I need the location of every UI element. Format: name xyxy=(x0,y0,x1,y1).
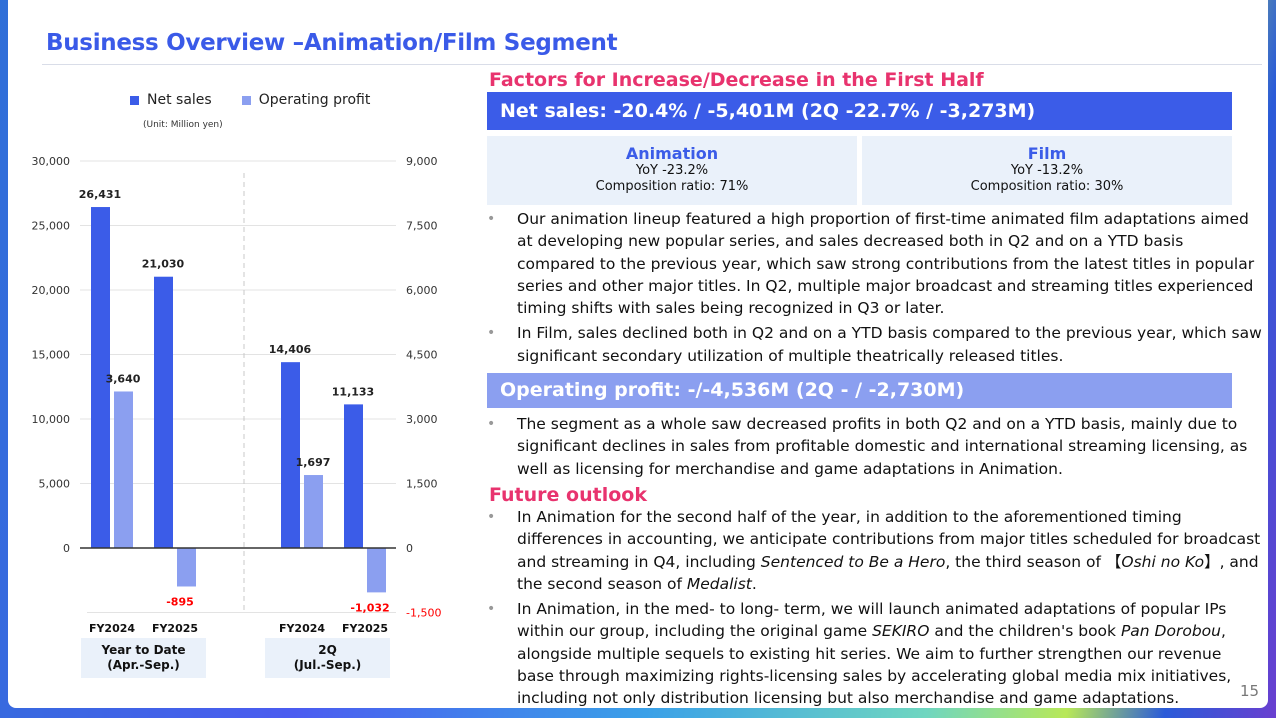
left-axis-tick: 5,000 xyxy=(39,478,71,491)
bullet-item: In Animation for the second half of the … xyxy=(487,506,1262,595)
bullet-item: In Film, sales declined both in Q2 and o… xyxy=(487,322,1262,367)
net-sales-banner: Net sales: -20.4% / -5,401M (2Q -22.7% /… xyxy=(487,92,1232,130)
op-bullets: The segment as a whole saw decreased pro… xyxy=(487,413,1262,483)
right-axis-tick: 6,000 xyxy=(406,284,438,297)
right-axis-tick: 0 xyxy=(406,542,413,555)
x-tick-label: FY2024 xyxy=(89,622,135,635)
left-axis-tick: 30,000 xyxy=(32,155,71,168)
bullet-text: . xyxy=(751,574,757,593)
right-axis-tick: 3,000 xyxy=(406,413,438,426)
page-number: 15 xyxy=(1240,682,1260,700)
left-axis-tick: 15,000 xyxy=(32,349,71,362)
segment-ratio: Composition ratio: 71% xyxy=(595,179,749,194)
factors-heading: Factors for Increase/Decrease in the Fir… xyxy=(489,69,984,91)
chart-unit: (Unit: Million yen) xyxy=(143,120,223,130)
data-label: 26,431 xyxy=(79,188,121,201)
group-label-line: (Jul.-Sep.) xyxy=(293,658,362,672)
x-tick-label: FY2025 xyxy=(342,622,388,635)
bullet-text: and the children's book xyxy=(929,622,1121,641)
data-label: -1,032 xyxy=(350,601,389,614)
legend-label: Net sales xyxy=(147,92,212,108)
data-label: 14,406 xyxy=(269,343,312,356)
title-italic: Oshi no Ko xyxy=(1121,552,1205,571)
group-label-line: Year to Date xyxy=(101,643,186,657)
bar-operating-profit xyxy=(177,548,196,587)
operating-profit-banner: Operating profit: -/-4,536M (2Q - / -2,7… xyxy=(487,373,1232,408)
left-axis-tick: 10,000 xyxy=(32,413,71,426)
bar-net-sales xyxy=(344,404,363,548)
bullet-text: 】, and the second season of xyxy=(517,552,1259,593)
group-label-line: 2Q xyxy=(318,643,337,657)
bar-net-sales xyxy=(91,207,110,548)
segment-name: Animation xyxy=(625,144,719,163)
page-title: Business Overview –Animation/Film Segmen… xyxy=(46,30,618,56)
bullet-text: , alongside multiple sequels to existing… xyxy=(517,622,1232,708)
legend-operating-profit: Operating profit xyxy=(241,92,371,108)
bar-chart: 30,000 25,000 20,000 15,000 10,000 5,000 0 9,00… xyxy=(32,155,442,635)
right-axis-tick: 4,500 xyxy=(406,349,438,362)
group-label-2q: 2Q (Jul.-Sep.) xyxy=(265,638,390,678)
bullet-item: In Animation, in the med- to long- term,… xyxy=(487,598,1262,709)
title-italic: SEKIRO xyxy=(872,622,930,641)
right-axis-tick: 1,500 xyxy=(406,478,438,491)
title-divider xyxy=(42,64,1262,65)
group-label-line: (Apr.-Sep.) xyxy=(107,658,180,672)
right-axis-tick: 7,500 xyxy=(406,220,438,233)
bar-net-sales xyxy=(154,276,173,548)
bar-operating-profit xyxy=(367,548,386,593)
title-italic: Sentenced to Be a Hero xyxy=(760,552,946,571)
outlook-bullets: In Animation for the second half of the … xyxy=(487,506,1262,713)
right-axis-tick: -1,500 xyxy=(406,607,441,620)
chart-legend: Net sales Operating profit xyxy=(130,92,370,108)
segment-ratio: Composition ratio: 30% xyxy=(970,179,1124,194)
data-label: 3,640 xyxy=(106,372,141,385)
slide: Business Overview –Animation/Film Segmen… xyxy=(8,0,1268,708)
data-label: -895 xyxy=(166,595,194,608)
data-label: 21,030 xyxy=(142,258,185,271)
bullet-text: , the third season of 【 xyxy=(945,552,1122,571)
legend-swatch xyxy=(241,95,251,105)
net-sales-bullets: Our animation lineup featured a high pro… xyxy=(487,208,1262,370)
bullet-item: The segment as a whole saw decreased pro… xyxy=(487,413,1262,480)
bullet-text: In Animation, in the med- to long- term,… xyxy=(517,600,1227,641)
title-italic: Pan Dorobou xyxy=(1120,622,1221,641)
right-axis-tick: 9,000 xyxy=(406,155,438,168)
segment-name: Film xyxy=(1027,144,1067,163)
data-label: 11,133 xyxy=(332,385,374,398)
left-axis-tick: 20,000 xyxy=(32,284,71,297)
legend-label: Operating profit xyxy=(258,92,371,108)
bar-net-sales xyxy=(281,362,300,548)
title-italic: Medalist xyxy=(686,574,752,593)
left-axis-tick: 0 xyxy=(63,542,70,555)
x-tick-label: FY2024 xyxy=(279,622,325,635)
left-axis-tick: 25,000 xyxy=(32,220,71,233)
segment-film: Film YoY -13.2% Composition ratio: 30% xyxy=(862,136,1232,205)
legend-net-sales: Net sales xyxy=(130,92,212,108)
segment-yoy: YoY -23.2% xyxy=(635,163,709,178)
group-label-ytd: Year to Date (Apr.-Sep.) xyxy=(81,638,206,678)
bar-operating-profit xyxy=(304,475,323,548)
outlook-heading: Future outlook xyxy=(489,484,647,506)
bullet-item: Our animation lineup featured a high pro… xyxy=(487,208,1262,319)
bar-operating-profit xyxy=(114,391,133,548)
x-tick-label: FY2025 xyxy=(152,622,198,635)
segment-yoy: YoY -13.2% xyxy=(1010,163,1084,178)
bullet-text: In Animation for the second half of the … xyxy=(517,508,1261,571)
legend-swatch xyxy=(130,95,139,105)
data-label: 1,697 xyxy=(296,456,331,469)
segment-animation: Animation YoY -23.2% Composition ratio: 71… xyxy=(487,136,857,205)
